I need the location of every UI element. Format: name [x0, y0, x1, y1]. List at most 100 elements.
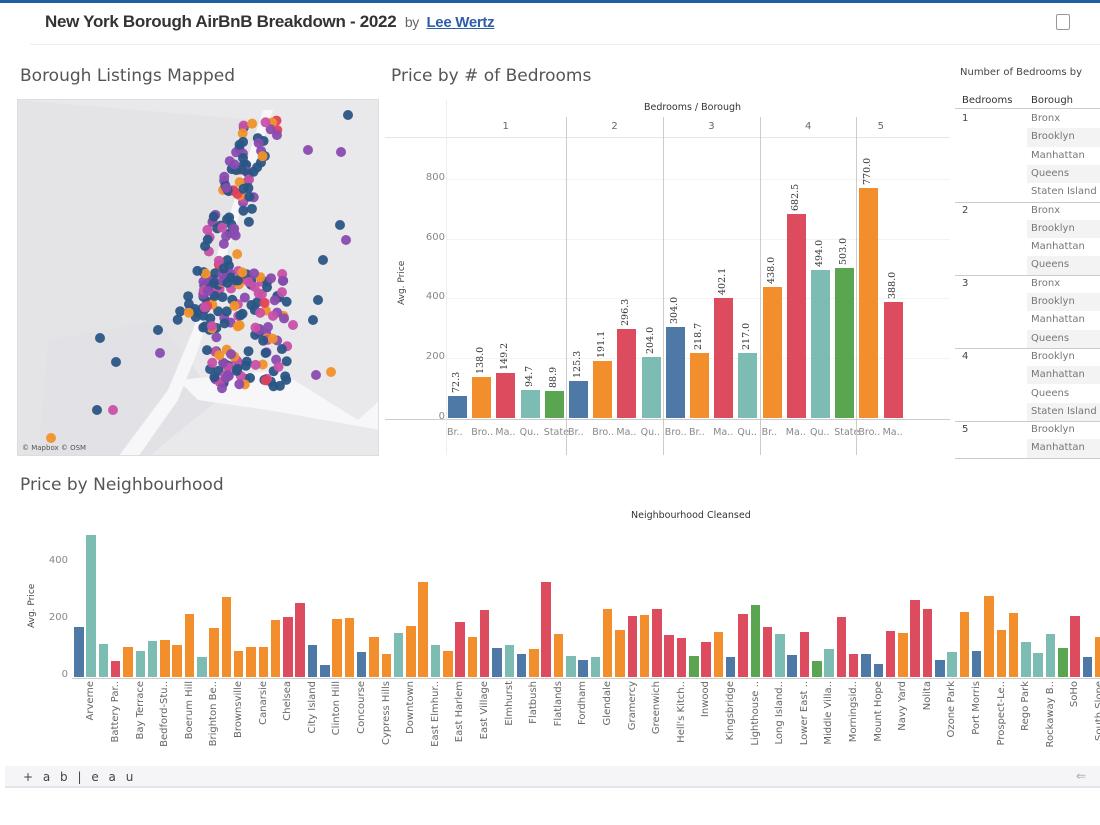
listing-dot[interactable] — [266, 273, 277, 284]
neighbourhood-bar[interactable] — [725, 657, 736, 677]
neighbourhood-bar[interactable] — [824, 649, 834, 677]
listing-dot[interactable] — [218, 263, 229, 274]
listing-dot[interactable] — [335, 220, 345, 230]
listing-dot[interactable] — [308, 315, 318, 325]
neighbourhood-bar[interactable] — [848, 654, 859, 677]
listing-dot[interactable] — [230, 230, 241, 241]
listing-dot[interactable] — [183, 299, 194, 310]
neighbourhood-bar[interactable] — [652, 609, 662, 677]
bedrooms-bar[interactable] — [448, 396, 467, 418]
bedrooms-bar[interactable] — [859, 187, 879, 418]
neighbourhood-bar[interactable] — [86, 534, 96, 677]
neighbourhood-bar[interactable] — [701, 642, 711, 677]
bedrooms-bar[interactable] — [472, 376, 492, 418]
listing-dot[interactable] — [269, 295, 280, 306]
listing-dot[interactable] — [202, 234, 213, 245]
neighbourhood-bar[interactable] — [320, 665, 330, 677]
listing-dot[interactable] — [255, 307, 266, 318]
neighbourhood-bar[interactable] — [123, 647, 133, 677]
neighbourhood-bar[interactable] — [689, 655, 699, 677]
neighbourhood-bar[interactable] — [639, 614, 650, 677]
listing-dot[interactable] — [236, 164, 247, 175]
listing-dot[interactable] — [232, 363, 243, 374]
neighbourhood-bar[interactable] — [984, 596, 994, 677]
listing-dot[interactable] — [232, 249, 243, 260]
neighbourhood-bar[interactable] — [529, 649, 539, 677]
share-icon[interactable] — [1056, 14, 1070, 30]
bedrooms-bar[interactable] — [811, 270, 830, 418]
listing-dot[interactable] — [224, 156, 235, 167]
listing-dot[interactable] — [341, 235, 351, 245]
neighbourhood-bar[interactable] — [775, 634, 785, 677]
author-link[interactable]: Lee Wertz — [426, 14, 495, 31]
neighbourhood-bar[interactable] — [676, 638, 687, 677]
listing-dot[interactable] — [240, 360, 251, 371]
listing-dot[interactable] — [217, 222, 228, 233]
listing-dot[interactable] — [250, 359, 261, 370]
listing-dot[interactable] — [271, 130, 282, 141]
listing-dot[interactable] — [218, 357, 229, 368]
neighbourhood-bar[interactable] — [1082, 657, 1093, 677]
listing-dot[interactable] — [239, 292, 250, 303]
neighbourhood-bar[interactable] — [799, 631, 810, 677]
neighbourhood-bar[interactable] — [996, 630, 1007, 677]
listing-dot[interactable] — [153, 325, 163, 335]
listing-dot[interactable] — [222, 214, 233, 225]
listing-dot[interactable] — [216, 383, 227, 394]
neighbourhood-bar[interactable] — [1094, 636, 1100, 677]
neighbourhood-bar[interactable] — [172, 645, 182, 677]
listing-dot[interactable] — [192, 307, 203, 318]
listing-dot[interactable] — [260, 347, 271, 358]
listing-dot[interactable] — [276, 287, 287, 298]
listing-dot[interactable] — [46, 433, 56, 443]
listing-dot[interactable] — [281, 374, 292, 385]
listing-dot[interactable] — [262, 282, 273, 293]
listing-dot[interactable] — [268, 381, 279, 392]
listing-dot[interactable] — [221, 373, 231, 383]
neighbourhood-bar[interactable] — [762, 626, 773, 677]
listing-dot[interactable] — [311, 370, 321, 380]
neighbourhood-bar[interactable] — [209, 627, 219, 677]
neighbourhood-bar[interactable] — [406, 625, 416, 677]
neighbourhood-bar[interactable] — [812, 660, 822, 677]
listing-dot[interactable] — [202, 224, 213, 235]
neighbourhood-bar[interactable] — [578, 659, 588, 677]
neighbourhood-bar[interactable] — [147, 641, 158, 677]
listing-dot[interactable] — [207, 357, 218, 368]
neighbourhood-bar[interactable] — [233, 650, 244, 677]
listing-dot[interactable] — [247, 118, 258, 129]
neighbourhood-bar[interactable] — [750, 605, 761, 677]
listing-dot[interactable] — [257, 151, 268, 162]
listing-dot[interactable] — [237, 308, 248, 319]
listing-dot[interactable] — [213, 306, 224, 317]
neighbourhood-bar[interactable] — [246, 647, 256, 677]
neighbourhood-bar[interactable] — [184, 613, 195, 677]
neighbourhood-bar[interactable] — [332, 618, 342, 677]
listing-dot[interactable] — [258, 335, 269, 346]
borough-map[interactable]: © Mapbox © OSM — [17, 99, 379, 456]
neighbourhood-bar[interactable] — [418, 582, 428, 677]
neighbourhood-bar[interactable] — [295, 602, 305, 677]
neighbourhood-bar[interactable] — [713, 631, 724, 677]
neighbourhood-bar[interactable] — [221, 596, 232, 677]
neighbourhood-bar[interactable] — [1058, 647, 1068, 677]
neighbourhood-bar[interactable] — [74, 626, 84, 677]
listing-dot[interactable] — [221, 182, 232, 193]
neighbourhood-bar[interactable] — [393, 633, 404, 677]
listing-dot[interactable] — [279, 313, 290, 324]
neighbourhood-bar[interactable] — [566, 656, 576, 677]
neighbourhood-bar[interactable] — [947, 651, 957, 677]
neighbourhood-bar[interactable] — [307, 645, 318, 677]
listing-dot[interactable] — [202, 286, 213, 297]
listing-dot[interactable] — [250, 322, 261, 333]
neighbourhood-bar[interactable] — [959, 612, 970, 677]
listing-dot[interactable] — [318, 255, 328, 265]
listing-dot[interactable] — [248, 166, 259, 177]
listing-dot[interactable] — [218, 238, 229, 249]
listing-dot[interactable] — [231, 147, 242, 158]
bedrooms-bar[interactable] — [520, 389, 540, 418]
listing-dot[interactable] — [95, 333, 105, 343]
listing-dot[interactable] — [200, 268, 211, 279]
listing-dot[interactable] — [313, 295, 323, 305]
neighbourhood-bar[interactable] — [369, 637, 379, 677]
